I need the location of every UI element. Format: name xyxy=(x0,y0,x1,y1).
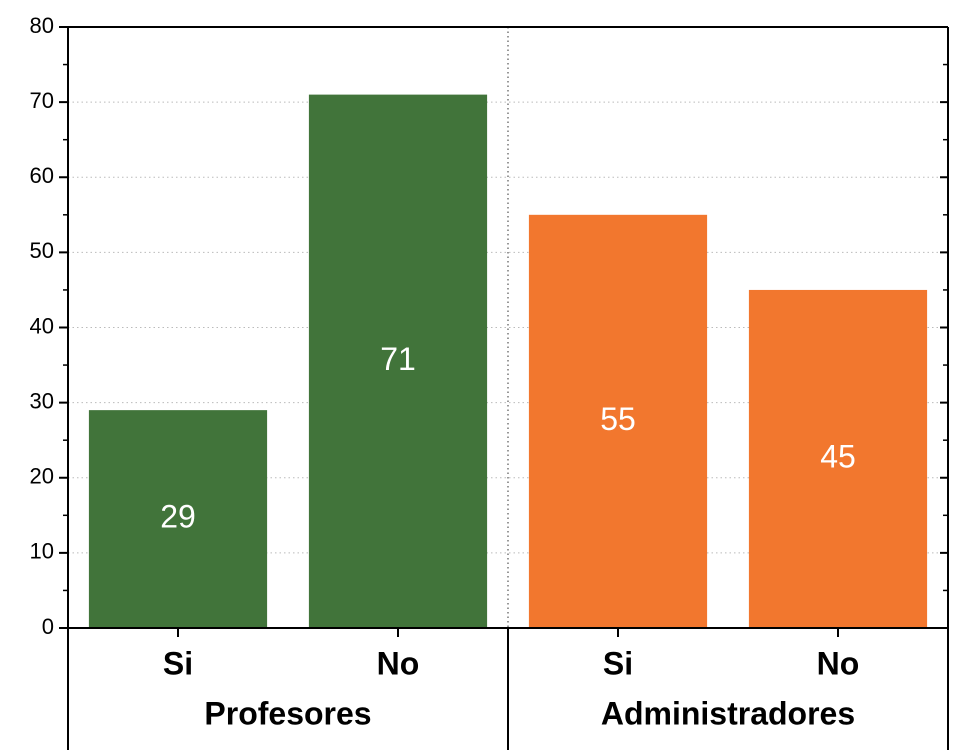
y-tick-label: 40 xyxy=(30,313,54,338)
bar xyxy=(88,410,268,628)
y-tick-label: 80 xyxy=(30,13,54,38)
bar xyxy=(308,94,488,629)
y-tick-label: 60 xyxy=(30,163,54,188)
group-label: Administradores xyxy=(601,695,855,731)
y-tick-label: 70 xyxy=(30,88,54,113)
x-tick-label: No xyxy=(377,645,420,681)
x-tick-label: Si xyxy=(603,645,633,681)
x-tick-label: No xyxy=(817,645,860,681)
bar xyxy=(748,289,928,628)
value-label: 45 xyxy=(820,438,856,474)
y-tick-label: 20 xyxy=(30,464,54,489)
y-tick-label: 30 xyxy=(30,388,54,413)
value-label: 71 xyxy=(380,341,416,377)
value-label: 29 xyxy=(160,499,196,535)
value-label: 55 xyxy=(600,401,636,437)
bar xyxy=(528,214,708,628)
y-tick-label: 50 xyxy=(30,238,54,263)
y-tick-label: 10 xyxy=(30,539,54,564)
x-tick-label: Si xyxy=(163,645,193,681)
y-tick-label: 0 xyxy=(42,614,54,639)
group-label: Profesores xyxy=(204,695,371,731)
